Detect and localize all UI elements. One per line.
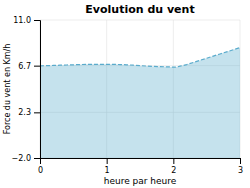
x-axis-title: heure par heure [104, 176, 177, 186]
tick-label: 6.7 [18, 62, 31, 71]
tick: 3 [238, 158, 243, 175]
tick-label: 1 [105, 166, 110, 175]
line [40, 48, 240, 68]
tick: 2 [171, 158, 176, 175]
y-axis: −2.0 2.3 6.7 11.0 [12, 16, 41, 163]
tick: 1 [105, 158, 110, 175]
tick-mark [34, 20, 40, 21]
tick-label: 2 [171, 166, 176, 175]
grid-line-y [40, 20, 240, 21]
tick-mark [240, 158, 241, 164]
tick-label: 3 [238, 166, 243, 175]
tick-label: −2.0 [12, 154, 31, 163]
y-axis-title: Force du vent en Km/h [3, 44, 12, 135]
tick-mark [107, 158, 108, 164]
tick: −2.0 [12, 154, 40, 163]
data [40, 48, 240, 158]
tick-label: 0 [38, 166, 43, 175]
tick-mark [173, 158, 174, 164]
tick: 6.7 [18, 62, 40, 71]
tick-mark [34, 158, 40, 159]
plot: 0 1 2 3 −2.0 2.3 6.7 11.0 [12, 16, 243, 175]
grid [40, 20, 240, 158]
tick-label: 11.0 [13, 16, 31, 25]
tick: 0 [38, 158, 43, 175]
tick-mark [34, 66, 40, 67]
area [40, 48, 240, 158]
x-axis: 0 1 2 3 [38, 158, 243, 175]
chart: 0 1 2 3 −2.0 2.3 6.7 11.0 Evolution du vent heure… [0, 0, 250, 188]
axis-line [34, 21, 41, 159]
tick: 11.0 [13, 16, 40, 25]
tick-label: 2.3 [18, 108, 31, 117]
axis-line [41, 159, 241, 165]
tick-mark [34, 112, 40, 113]
tick: 2.3 [18, 108, 40, 117]
title: Evolution du vent [85, 3, 194, 16]
